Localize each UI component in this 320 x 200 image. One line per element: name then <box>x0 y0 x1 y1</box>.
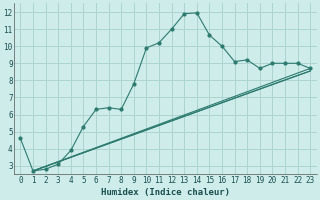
X-axis label: Humidex (Indice chaleur): Humidex (Indice chaleur) <box>101 188 230 197</box>
